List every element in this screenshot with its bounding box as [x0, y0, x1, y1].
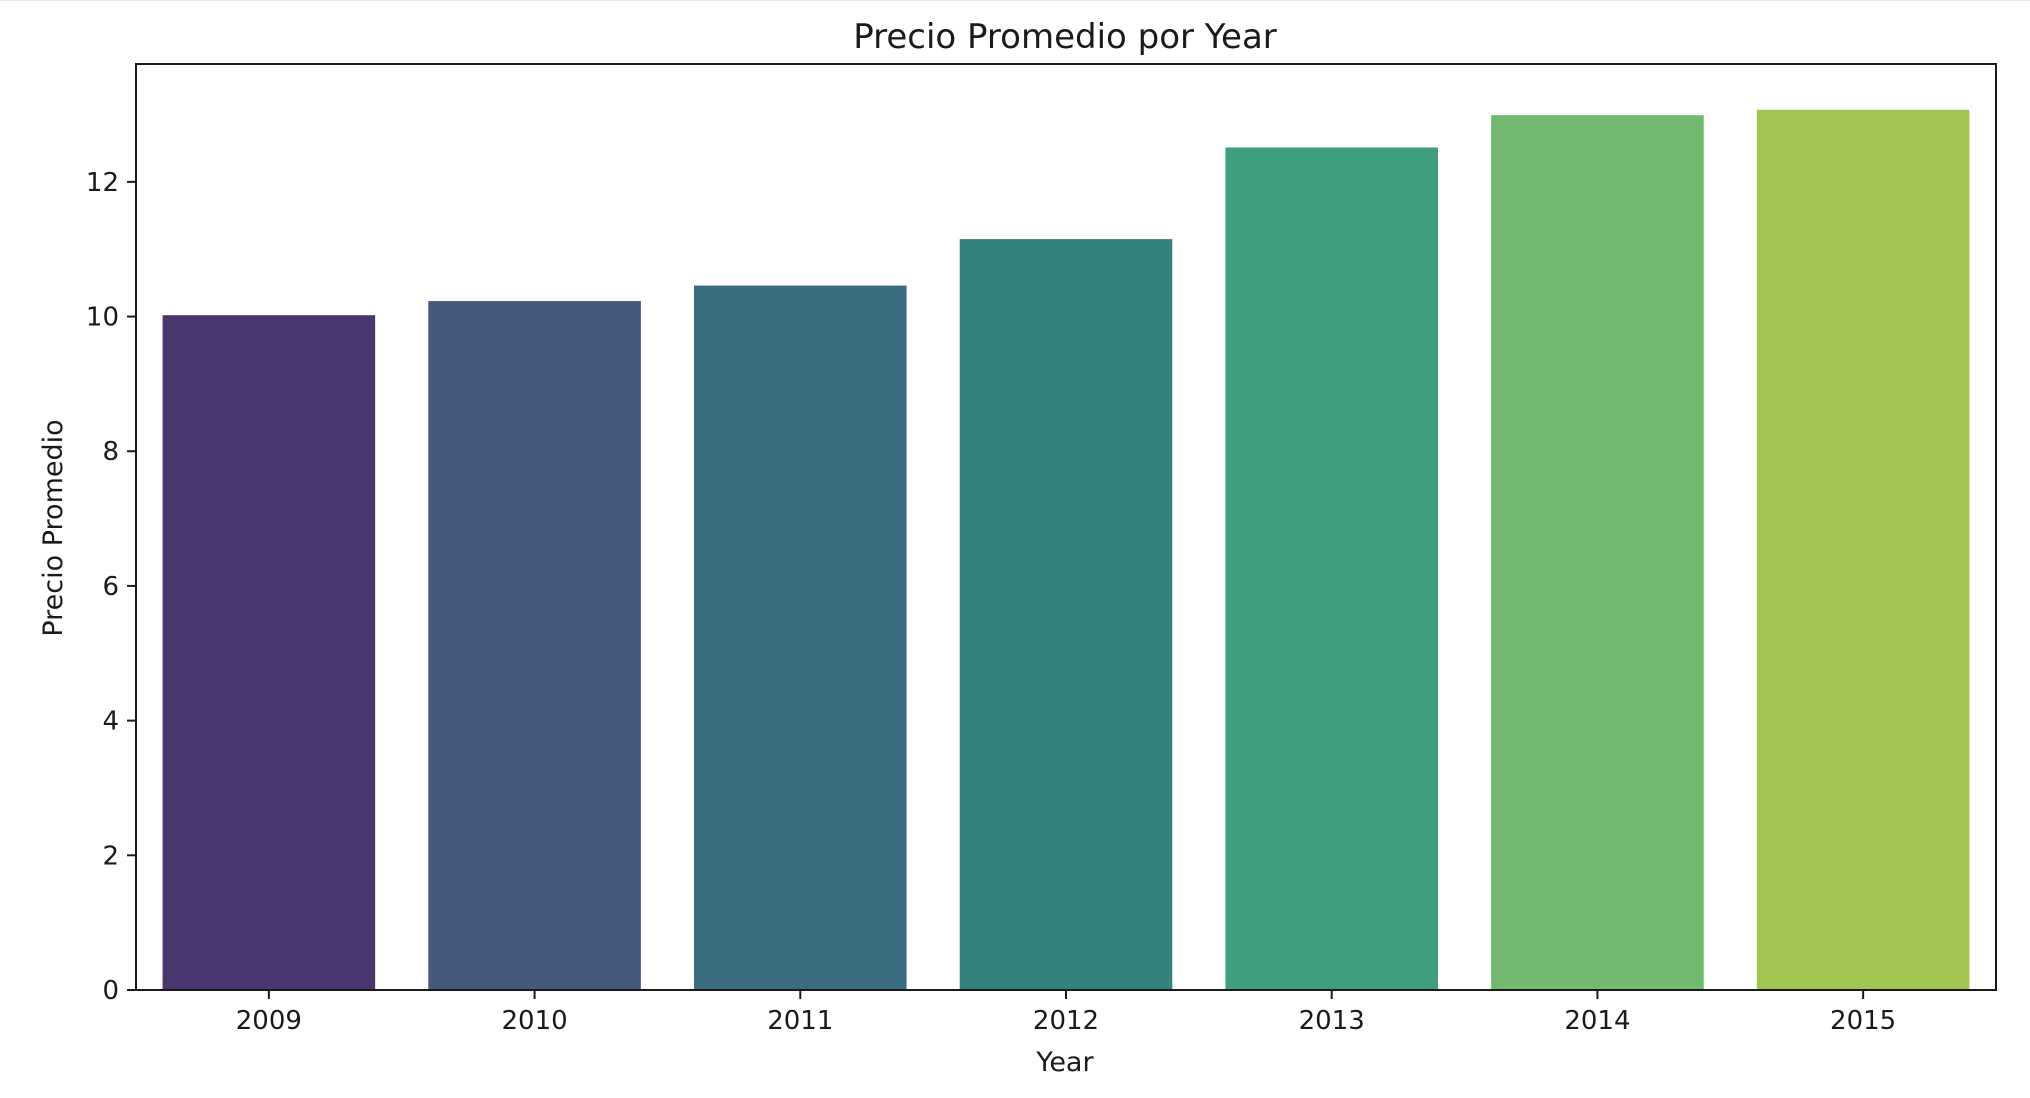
bar-2015: [1756, 109, 1970, 990]
y-axis: 0 2 4 6 8 10 12: [86, 168, 136, 1006]
x-tick-label: 2009: [236, 1006, 302, 1036]
x-tick-label: 2012: [1033, 1006, 1099, 1036]
bar-2010: [428, 301, 641, 990]
bar-2012: [959, 239, 1173, 991]
x-axis-label: Year: [1035, 1047, 1094, 1078]
x-tick-label: 2014: [1564, 1006, 1630, 1036]
y-tick-label: 8: [102, 437, 119, 467]
y-tick-label: 6: [102, 572, 119, 602]
y-tick-label: 2: [102, 841, 119, 871]
x-tick-label: 2010: [501, 1006, 567, 1036]
top-border-line: [0, 0, 2030, 1]
y-axis-label: Precio Promedio: [38, 419, 69, 636]
x-tick-label: 2013: [1299, 1006, 1365, 1036]
x-tick-label: 2011: [767, 1006, 833, 1036]
bar-2013: [1225, 147, 1438, 990]
y-tick-label: 0: [102, 976, 119, 1006]
bar-2014: [1491, 115, 1704, 990]
y-tick-label: 10: [86, 303, 119, 333]
y-tick-label: 12: [86, 168, 119, 198]
y-tick-label: 4: [102, 707, 119, 737]
bars-layer: [162, 109, 1970, 991]
bar-2009: [162, 315, 376, 990]
chart-title: Precio Promedio por Year: [853, 17, 1277, 57]
x-axis: 2009 2010 2011 2012 2013 2014 2015: [236, 990, 1896, 1036]
x-tick-label: 2015: [1830, 1006, 1896, 1036]
bar-2011: [694, 285, 907, 991]
